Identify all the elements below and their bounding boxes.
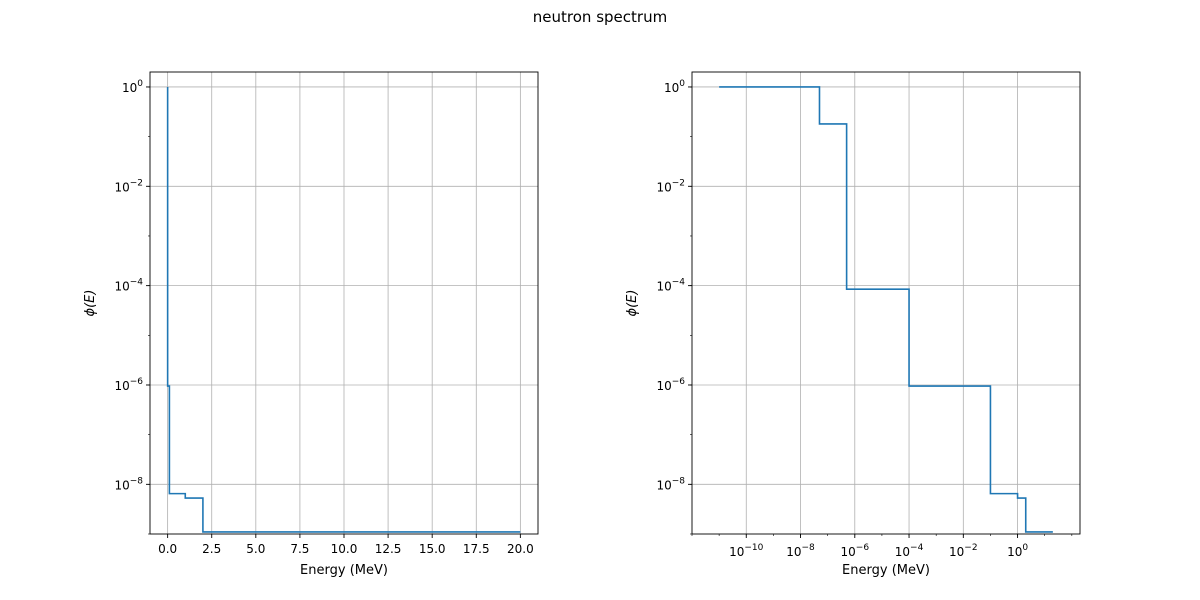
spectrum-step-line xyxy=(719,86,1053,533)
x-tick-label-exp: −6 xyxy=(856,543,870,553)
y-tick-label-exp: −6 xyxy=(130,377,144,387)
y-tick-label: 10−4 xyxy=(656,278,685,294)
y-tick-label-base: 10 xyxy=(114,478,129,492)
y-tick-label-base: 10 xyxy=(656,478,671,492)
y-tick-label-exp: −4 xyxy=(672,278,686,288)
y-tick-label: 100 xyxy=(664,79,685,95)
y-tick-label-exp: −2 xyxy=(130,178,143,188)
y-tick-label: 10−2 xyxy=(656,178,685,194)
x-tick-label-base: 10 xyxy=(786,545,801,559)
y-tick-label-base: 10 xyxy=(122,81,137,95)
y-tick-label: 10−8 xyxy=(114,476,143,492)
x-tick-label-exp: −2 xyxy=(964,543,977,553)
y-tick-label: 10−2 xyxy=(114,178,143,194)
x-tick-label: 0.0 xyxy=(158,542,177,556)
axes-frame xyxy=(691,71,1081,535)
left-axes-linear-energy: 0.0 2.5 5.0 7.5 10.0 12.5 15.0 17.5 20.010010−21… xyxy=(83,71,539,578)
y-tick-label-exp: 0 xyxy=(679,79,685,89)
x-tick-label: 10.0 xyxy=(331,542,358,556)
y-tick-label-base: 10 xyxy=(656,180,671,194)
y-axis-label: ϕ(E) xyxy=(83,290,98,317)
y-tick-label: 10−8 xyxy=(656,476,685,492)
x-tick-label-exp: 0 xyxy=(1022,543,1028,553)
x-tick-label: 15.0 xyxy=(419,542,446,556)
x-axis-label: Energy (MeV) xyxy=(300,563,388,578)
x-tick-label-base: 10 xyxy=(949,545,964,559)
y-tick-label-base: 10 xyxy=(664,81,679,95)
y-tick-label-base: 10 xyxy=(114,379,129,393)
x-tick-label: 10−2 xyxy=(949,543,978,559)
y-tick-label-base: 10 xyxy=(114,180,129,194)
x-tick-label: 5.0 xyxy=(246,542,265,556)
x-tick-label: 10−6 xyxy=(841,543,870,559)
y-tick-label-exp: −8 xyxy=(130,476,144,486)
figure-title: neutron spectrum xyxy=(532,8,668,26)
y-tick-label-base: 10 xyxy=(656,280,671,294)
y-tick-label-exp: −2 xyxy=(672,178,685,188)
x-axis-label: Energy (MeV) xyxy=(842,563,930,578)
y-tick-label-exp: −4 xyxy=(130,278,144,288)
y-tick-label: 100 xyxy=(122,79,143,95)
x-tick-label: 10−10 xyxy=(729,543,764,559)
y-axis-label: ϕ(E) xyxy=(625,290,640,317)
x-tick-label-base: 10 xyxy=(895,545,910,559)
right-axes-log-energy: 10−10 10−8 10−6 10−4 10−2 10010010−210−410−61… xyxy=(625,71,1081,578)
y-tick-label: 10−6 xyxy=(656,377,685,393)
y-tick-label-base: 10 xyxy=(114,280,129,294)
x-tick-label: 12.5 xyxy=(375,542,402,556)
x-tick-label-base: 10 xyxy=(841,545,856,559)
x-tick-label: 7.5 xyxy=(290,542,309,556)
x-tick-label: 20.0 xyxy=(507,542,534,556)
x-tick-label-base: 10 xyxy=(729,545,744,559)
y-tick-label: 10−4 xyxy=(114,278,143,294)
y-tick-label-base: 10 xyxy=(656,379,671,393)
x-tick-label-exp: −4 xyxy=(910,543,924,553)
x-tick-label: 10−8 xyxy=(786,543,815,559)
x-tick-label: 17.5 xyxy=(463,542,490,556)
x-tick-label-exp: −10 xyxy=(744,543,763,553)
x-tick-label: 100 xyxy=(1007,543,1028,559)
y-tick-label-exp: −6 xyxy=(672,377,686,387)
x-tick-label: 2.5 xyxy=(202,542,221,556)
y-tick-label-exp: −8 xyxy=(672,476,686,486)
y-tick-label: 10−6 xyxy=(114,377,143,393)
y-tick-label-exp: 0 xyxy=(137,79,143,89)
x-tick-label: 10−4 xyxy=(895,543,924,559)
x-tick-label-exp: −8 xyxy=(802,543,816,553)
x-tick-label-base: 10 xyxy=(1007,545,1022,559)
spectrum-step-line xyxy=(166,86,521,533)
